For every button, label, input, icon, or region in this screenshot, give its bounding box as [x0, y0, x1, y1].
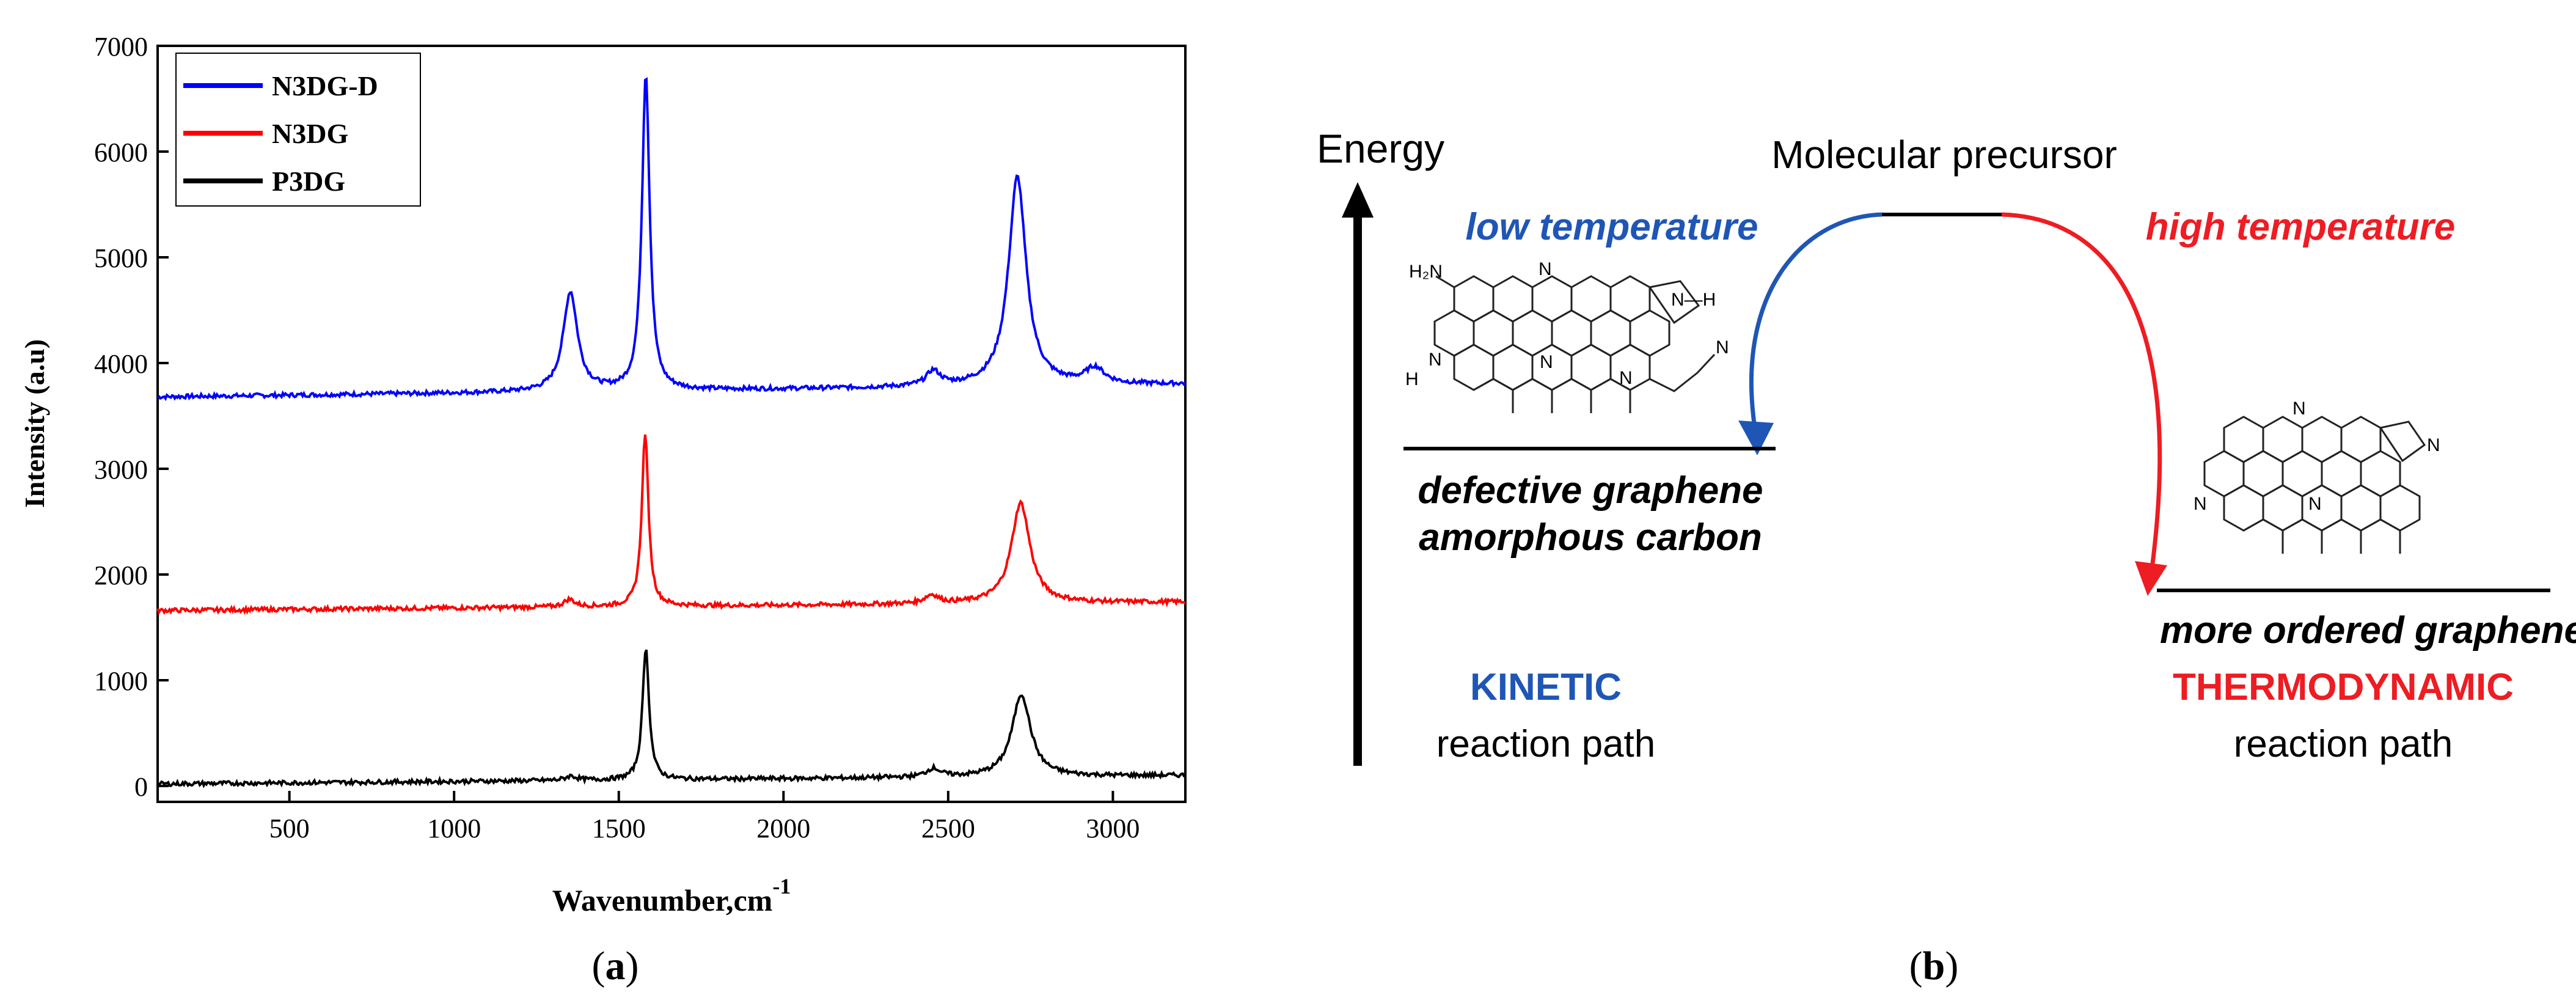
kinetic-label: KINETIC [1470, 666, 1622, 708]
series-p3dg-line [156, 649, 1185, 788]
y-tick-label: 3000 [94, 455, 148, 485]
x-tick-label: 500 [269, 813, 310, 843]
amorphous-carbon-label: amorphous carbon [1419, 516, 1762, 559]
y-axis-label: Intensity (a.u) [19, 339, 50, 508]
reaction-path-diagram: Energy Molecular precursor low temperatu… [1317, 126, 2576, 988]
panel-b-caption: (b) [1909, 944, 1959, 988]
kinetic-arrow [1749, 212, 1883, 428]
atom-n-left: N [1429, 350, 1442, 370]
precursor-label: Molecular precursor [1771, 133, 2117, 177]
x-tick-label: 3000 [1086, 813, 1140, 843]
thermodynamic-label: THERMODYNAMIC [2173, 666, 2514, 708]
x-axis: 500 1000 1500 2000 2500 3000 [269, 791, 1140, 843]
y-tick-label: 0 [134, 772, 148, 802]
panel-a-caption: (a) [592, 944, 639, 988]
defective-graphene-label: defective graphene [1418, 469, 1763, 512]
atom-n-center: N [1540, 352, 1553, 372]
atom-n-ordered-top: N [2292, 398, 2306, 419]
x-axis-label: Wavenumber,cm-1 [552, 874, 791, 917]
y-tick-label: 2000 [94, 560, 148, 590]
plot-frame [156, 45, 1187, 803]
x-tick-label: 2500 [921, 813, 975, 843]
x-tick-label: 1000 [427, 813, 481, 843]
energy-label: Energy [1317, 126, 1444, 171]
x-tick-label: 2000 [756, 813, 810, 843]
spectra [156, 77, 1187, 788]
x-axis-label-superscript: -1 [772, 874, 791, 898]
thermodynamic-arrow [2001, 212, 2162, 569]
thermodynamic-arrowhead [2135, 561, 2167, 596]
high-temperature-label: high temperature [2146, 206, 2455, 248]
series-n3dg-line [156, 434, 1187, 615]
atom-n-ordered-right: N [2427, 435, 2440, 455]
legend: N3DG-D N3DG P3DG [175, 53, 421, 207]
legend-label: N3DG-D [272, 70, 378, 101]
kinetic-subtitle: reaction path [1436, 723, 1655, 765]
defective-graphene-structure [1433, 275, 1716, 413]
atom-n-ordered-left: N [2194, 494, 2207, 514]
low-temperature-label: low temperature [1466, 206, 1758, 248]
legend-label: P3DG [272, 166, 345, 197]
atom-cn: N [1716, 337, 1729, 358]
y-tick-label: 7000 [94, 32, 148, 62]
kinetic-arrowhead [1738, 420, 1774, 455]
x-tick-label: 1500 [592, 813, 646, 843]
x-axis-label-text: Wavenumber,cm [552, 883, 773, 917]
atom-nh: N—H [1671, 290, 1716, 310]
ordered-graphene-label: more ordered graphene [2160, 609, 2576, 652]
y-tick-label: 4000 [94, 349, 148, 379]
y-tick-label: 5000 [94, 243, 148, 273]
atom-h2n: H₂N [1409, 262, 1443, 282]
y-tick-label: 1000 [94, 666, 148, 696]
raman-chart: 0 1000 2000 3000 4000 5000 6000 7000 500 1000 150… [19, 32, 1187, 988]
atom-n-ordered-center: N [2308, 494, 2322, 514]
atom-h: H [1405, 369, 1419, 389]
atom-n-top: N [1539, 259, 1552, 279]
energy-axis-arrowhead [1342, 182, 1374, 218]
atom-n-right: N [1619, 368, 1633, 388]
ordered-graphene-structure [2203, 416, 2426, 554]
series-n3dg-d-line [157, 77, 1187, 402]
legend-label: N3DG [272, 118, 348, 149]
y-axis: 0 1000 2000 3000 4000 5000 6000 7000 [94, 32, 169, 802]
thermodynamic-subtitle: reaction path [2234, 723, 2453, 765]
y-tick-label: 6000 [94, 138, 148, 167]
